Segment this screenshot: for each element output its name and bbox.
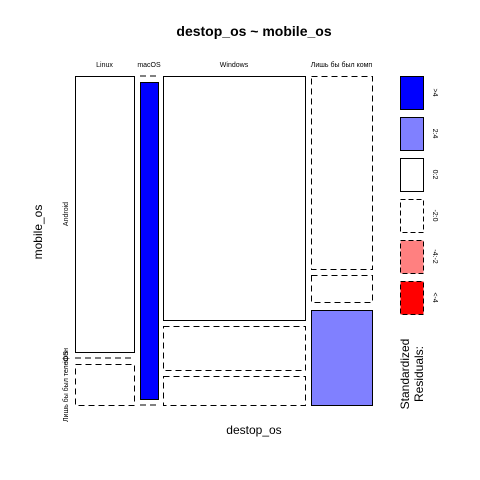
- mosaic-cell: [163, 376, 306, 406]
- mosaic-cell: [163, 76, 306, 321]
- x-tick-label: Linux: [96, 62, 113, 69]
- mosaic-cell: [75, 76, 135, 353]
- chart-title: destop_os ~ mobile_os: [176, 23, 331, 39]
- mosaic-cell: [311, 310, 373, 406]
- mosaic-cell: [163, 326, 306, 371]
- mosaic-cell: [140, 82, 159, 400]
- legend-swatch: [400, 76, 424, 110]
- legend-swatch: [400, 240, 424, 274]
- y-tick-label: iOS: [63, 351, 70, 363]
- mosaic-cell: [75, 364, 135, 406]
- x-tick-labels: Linux macOS Windows Лишь бы был комп: [96, 61, 372, 69]
- y-tick-label: Лишь бы был телефон: [62, 348, 70, 422]
- x-axis-label: destop_os: [226, 423, 281, 437]
- legend-swatch: [400, 117, 424, 151]
- legend-title-line-1: Standardized: [398, 339, 412, 410]
- legend-label: -4:-2: [431, 249, 438, 264]
- legend-label: 0:2: [431, 170, 438, 180]
- legend-swatch: [400, 199, 424, 233]
- legend-label: <-4: [431, 292, 438, 302]
- y-axis-label: mobile_os: [31, 205, 45, 260]
- legend-swatch: [400, 281, 424, 315]
- mosaic-cells: [75, 75, 373, 406]
- x-tick-label: Windows: [220, 62, 249, 69]
- mosaic-cell: [311, 275, 373, 303]
- x-tick-label: macOS: [137, 62, 161, 69]
- legend-label: >4: [431, 89, 438, 97]
- y-tick-label: Android: [63, 202, 70, 226]
- legend-label: 2:4: [431, 129, 438, 139]
- legend: >4 2:4 0:2 -2:0 -4:-2 <-4: [400, 76, 438, 315]
- legend-swatch: [400, 158, 424, 192]
- mosaic-cell: [311, 76, 373, 270]
- legend-label: -2:0: [431, 209, 438, 221]
- x-tick-label: Лишь бы был комп: [311, 61, 373, 69]
- legend-title-line-2: Residuals:: [412, 346, 426, 402]
